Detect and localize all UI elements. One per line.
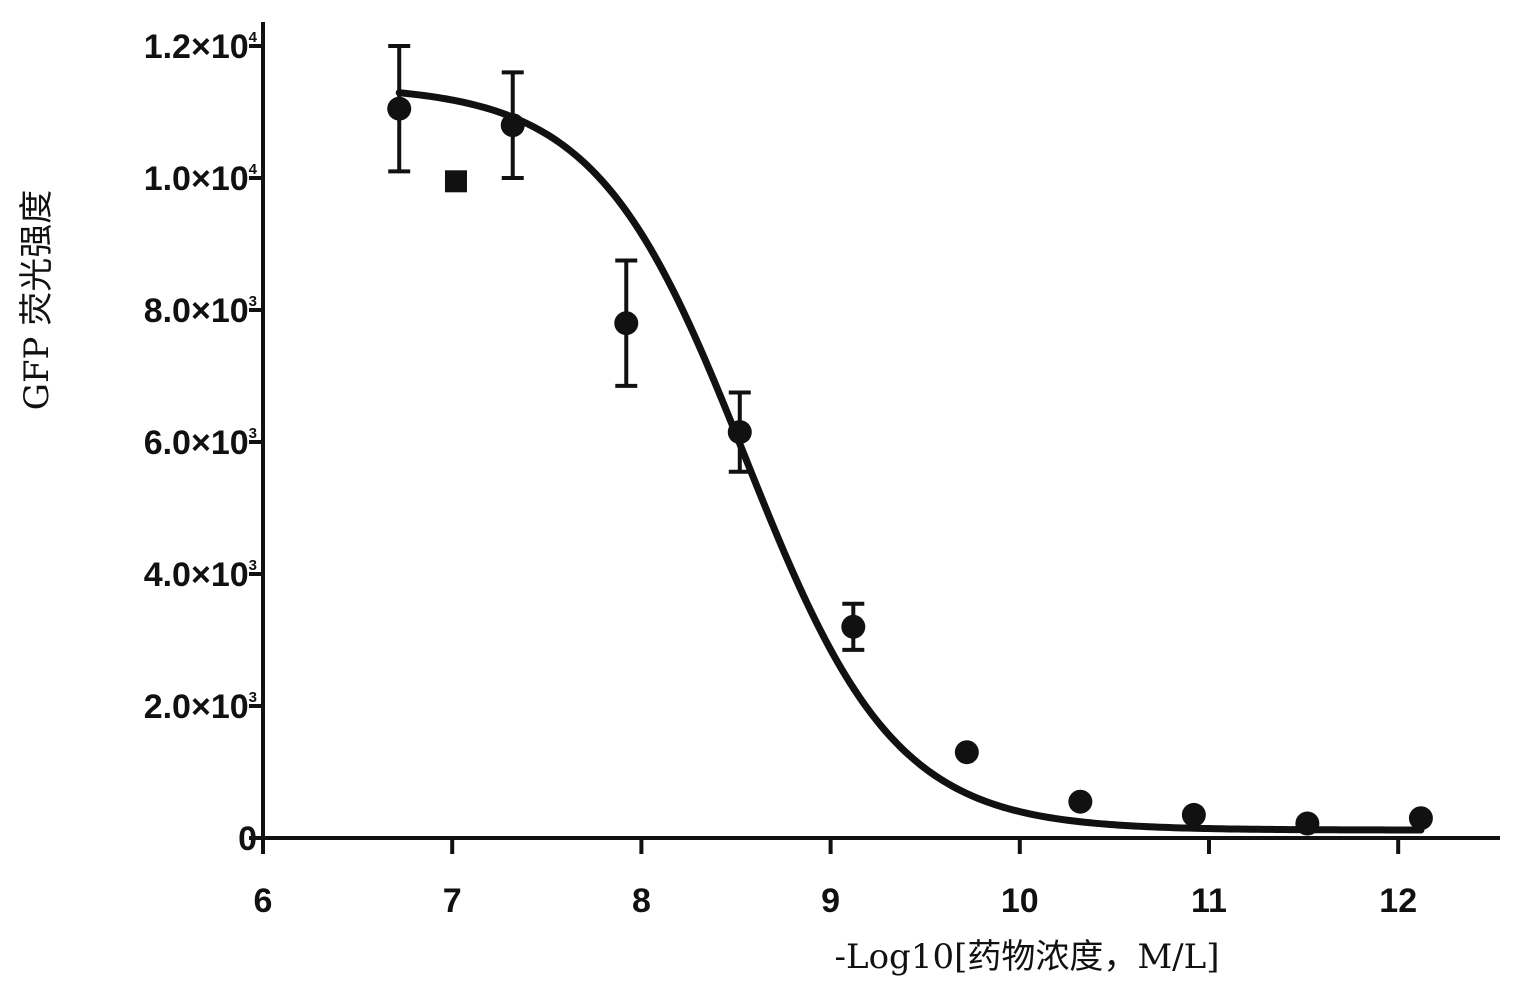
error-bars — [388, 44, 865, 652]
axes — [261, 22, 1500, 840]
x-tick-label: 12 — [1379, 882, 1417, 920]
y-tick-exponent: 3 — [249, 293, 257, 310]
y-ticks: 02.0×1034.0×1036.0×1038.0×1031.0×1041.2×… — [144, 28, 263, 858]
x-tick-label: 9 — [821, 882, 840, 920]
y-tick-mantissa: 0 — [238, 820, 257, 858]
y-tick-mantissa: 4.0×10 — [144, 556, 249, 594]
data-point — [1408, 806, 1433, 831]
y-tick-exponent: 4 — [249, 29, 258, 46]
x-tick-label: 8 — [632, 882, 651, 920]
y-tick-label: 1.2×104 — [144, 28, 258, 66]
data-point — [841, 614, 866, 639]
y-tick-mantissa: 1.0×10 — [144, 160, 249, 198]
data-point — [727, 420, 752, 445]
data-point — [1068, 789, 1093, 814]
y-axis-title: GFP 荧光强度 — [17, 190, 57, 410]
y-tick-mantissa: 1.2×10 — [144, 28, 249, 66]
y-tick-label: 0 — [238, 820, 257, 858]
x-tick-label: 10 — [1001, 882, 1039, 920]
y-tick-exponent: 3 — [249, 557, 257, 574]
x-ticks: 6 7 8 9 10 11 12 — [254, 838, 1417, 920]
y-tick-exponent: 3 — [249, 425, 257, 442]
y-tick-mantissa: 2.0×10 — [144, 688, 249, 726]
data-point — [954, 740, 979, 765]
fit-curve — [395, 89, 1425, 834]
data-point — [500, 113, 525, 138]
x-tick-label: 7 — [443, 882, 462, 920]
x-axis-title: -Log10[药物浓度，M/L] — [835, 937, 1220, 977]
x-tick-label: 6 — [254, 882, 273, 920]
data-point-square — [444, 170, 467, 193]
x-tick-label: 11 — [1191, 882, 1227, 920]
y-tick-label: 8.0×103 — [144, 292, 257, 330]
y-tick-exponent: 3 — [249, 689, 257, 706]
data-points — [387, 96, 1433, 836]
y-tick-mantissa: 6.0×10 — [144, 424, 249, 462]
y-tick-label: 6.0×103 — [144, 424, 257, 462]
y-tick-label: 4.0×103 — [144, 556, 257, 594]
y-tick-exponent: 4 — [249, 161, 258, 178]
data-point — [614, 311, 639, 336]
data-point — [387, 96, 412, 121]
data-point — [1295, 811, 1320, 836]
y-tick-mantissa: 8.0×10 — [144, 292, 249, 330]
y-tick-label: 1.0×104 — [144, 160, 258, 198]
y-tick-label: 2.0×103 — [144, 688, 257, 726]
fit-curve-group — [395, 89, 1425, 834]
data-point — [1181, 802, 1206, 827]
